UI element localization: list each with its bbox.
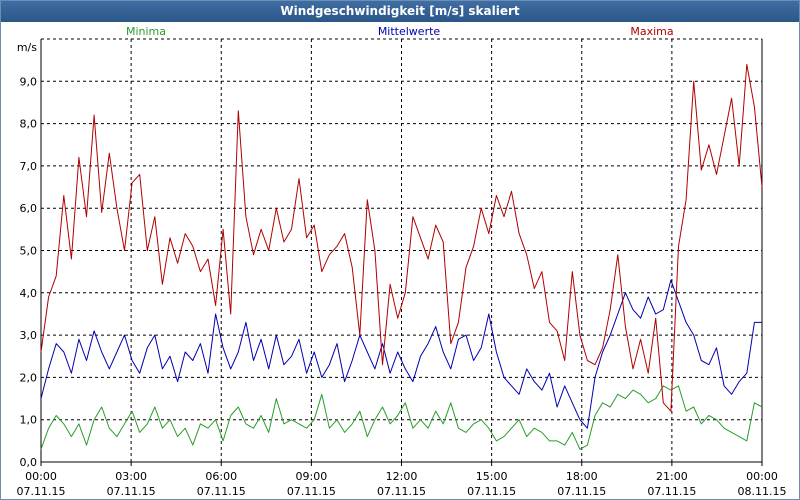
x-tick-time: 18:00 — [566, 470, 598, 483]
chart-title: Windgeschwindigkeit [m/s] skaliert — [1, 1, 799, 22]
x-tick-time: 12:00 — [386, 470, 418, 483]
y-tick-label: 5,0 — [20, 245, 38, 258]
y-tick-label: 6,0 — [20, 202, 38, 215]
x-tick-date: 07.11.15 — [557, 485, 606, 498]
legend-minima: Minima — [126, 25, 166, 38]
x-tick-date: 07.11.15 — [287, 485, 336, 498]
x-tick-date: 08.11.15 — [738, 485, 787, 498]
x-tick-date: 07.11.15 — [647, 485, 696, 498]
y-axis-label: m/s — [17, 41, 37, 54]
y-tick-label: 9,0 — [20, 75, 38, 88]
x-tick-time: 03:00 — [115, 470, 147, 483]
y-tick-label: 8,0 — [20, 118, 38, 131]
legend-mittelwerte: Mittelwerte — [378, 25, 441, 38]
y-axis-ticks: 0,0 1,0 2,0 3,0 4,0 5,0 6,0 7,0 8,0 9,0 — [20, 75, 38, 469]
y-tick-label: 2,0 — [20, 371, 38, 384]
series-line-maxima — [40, 63, 763, 412]
x-tick-time: 09:00 — [296, 470, 328, 483]
y-tick-label: 3,0 — [20, 329, 38, 342]
y-tick-label: 0,0 — [20, 456, 38, 469]
series-lines — [40, 63, 763, 450]
x-tick-time: 06:00 — [205, 470, 237, 483]
x-tick-date: 07.11.15 — [17, 485, 66, 498]
y-tick-label: 4,0 — [20, 287, 38, 300]
x-tick-time: 00:00 — [25, 470, 57, 483]
x-tick-date: 07.11.15 — [467, 485, 516, 498]
y-tick-label: 1,0 — [20, 414, 38, 427]
x-tick-time: 15:00 — [476, 470, 508, 483]
grid — [41, 38, 762, 462]
x-tick-time: 21:00 — [656, 470, 688, 483]
legend: Minima Mittelwerte Maxima — [126, 25, 674, 38]
x-axis-ticks: 00:00 07.11.15 03:00 07.11.15 06:00 07.11.15 0… — [17, 462, 787, 498]
legend-maxima: Maxima — [630, 25, 673, 38]
series-line-minima — [40, 385, 763, 450]
x-tick-date: 07.11.15 — [377, 485, 426, 498]
x-tick-date: 07.11.15 — [107, 485, 156, 498]
y-tick-label: 7,0 — [20, 160, 38, 173]
series-line-mittelwerte — [40, 279, 762, 429]
x-tick-time: 00:00 — [746, 470, 778, 483]
x-tick-date: 07.11.15 — [197, 485, 246, 498]
